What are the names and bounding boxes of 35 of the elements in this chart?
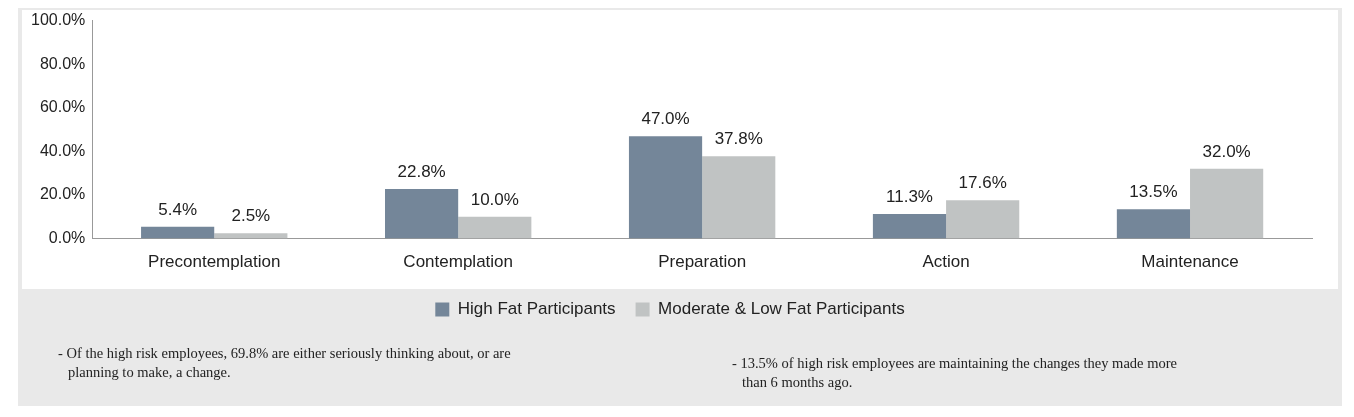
data-label: 32.0% [1202,142,1251,162]
y-tick-label: 80.0% [39,54,86,72]
bar [872,213,947,239]
x-tick-label: Action [922,252,970,272]
bar [1116,209,1191,239]
text: - 13.5% of high risk employees are maintaining the changes they made more than 6 months ago. [732,354,1178,392]
data-label: 47.0% [641,109,690,129]
data-label: 2.5% [231,206,271,226]
bar [1190,168,1264,239]
y-tick-label: 100.0% [31,11,86,29]
y-tick-label: 40.0% [39,141,86,159]
data-label: 11.3% [886,187,933,207]
text: - Of the high risk employees, 69.8% are either seriously thinking about, or are planning to make, a change. [58,344,512,382]
y-tick-label: 20.0% [39,185,86,203]
x-tick-label: Preparation [658,252,747,272]
legend-label: Moderate & Low Fat Participants [658,299,905,319]
bar [458,216,532,239]
bar [385,188,459,239]
bar [628,136,703,239]
data-label: 17.6% [958,173,1007,193]
y-tick-label: 60.0% [39,98,86,116]
data-label: 10.0% [470,189,519,209]
bar [702,156,776,239]
x-tick-label: Precontemplation [148,252,281,272]
bar [214,233,288,239]
legend-label: High Fat Participants [457,299,616,319]
x-tick-label: Contemplation [403,252,513,272]
bar [946,200,1020,239]
y-tick-label: 0.0% [48,229,86,247]
data-label: 5.4% [158,200,198,220]
data-label: 13.5% [1129,182,1178,202]
bar [141,226,215,239]
x-tick-label: Maintenance [1141,252,1239,272]
data-label: 22.8% [397,162,446,182]
data-label: 37.8% [714,129,763,149]
